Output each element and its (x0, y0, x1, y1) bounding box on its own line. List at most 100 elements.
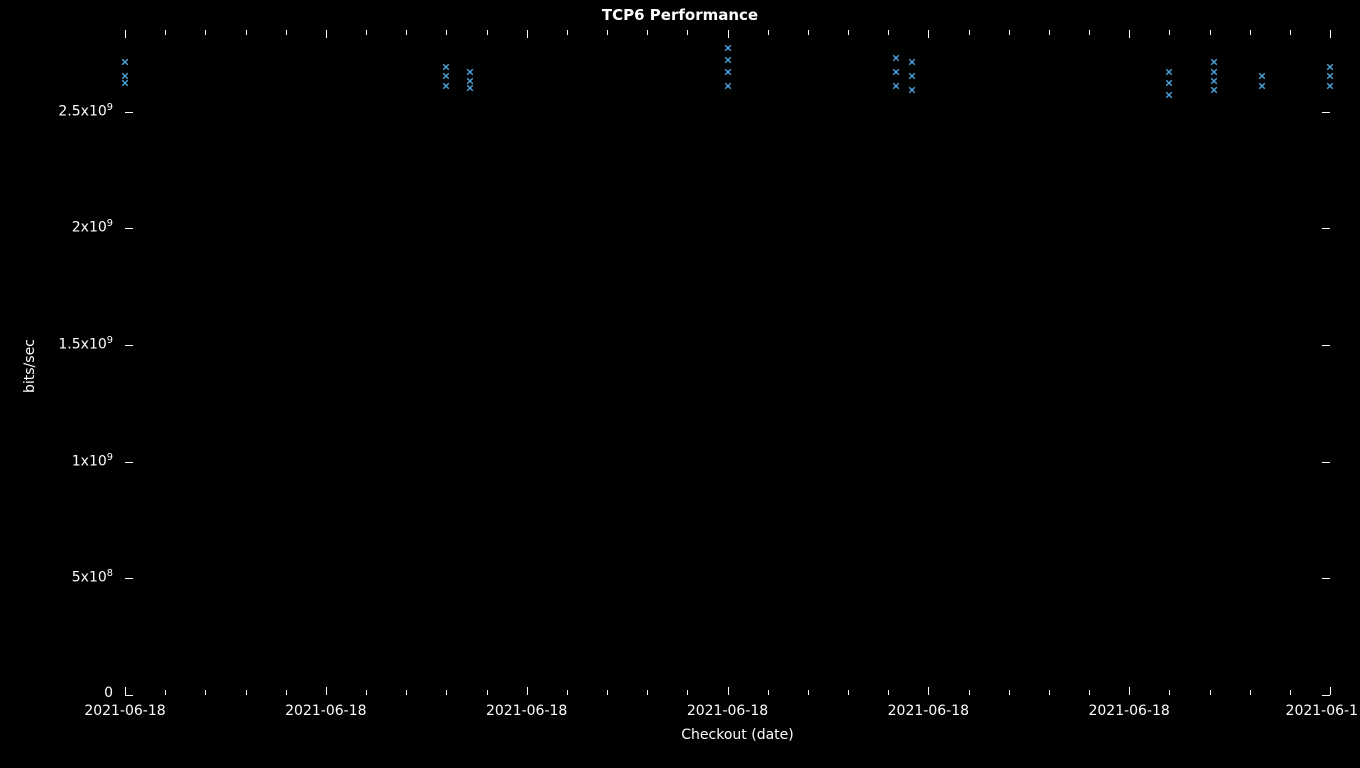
x-minor-tick (1169, 690, 1170, 695)
x-minor-tick (1250, 30, 1251, 35)
x-minor-tick (607, 30, 608, 35)
y-tick-label: 1x109 (72, 452, 113, 470)
x-minor-tick (808, 690, 809, 695)
x-minor-tick (446, 690, 447, 695)
x-minor-tick (888, 690, 889, 695)
y-tick (125, 695, 133, 696)
data-point (724, 74, 731, 93)
x-minor-tick (808, 30, 809, 35)
data-point (1327, 74, 1334, 93)
x-major-tick (1330, 30, 1331, 38)
x-major-tick (1330, 687, 1331, 695)
y-tick-label: 1.5x109 (58, 335, 113, 353)
x-minor-tick (969, 30, 970, 35)
x-minor-tick (1210, 30, 1211, 35)
x-minor-tick (1049, 30, 1050, 35)
x-minor-tick (286, 30, 287, 35)
x-minor-tick (647, 30, 648, 35)
x-tick-label: 2021-06-18 (1074, 703, 1184, 719)
plot-area (125, 30, 1330, 695)
data-point (893, 74, 900, 93)
x-minor-tick (366, 30, 367, 35)
x-major-tick (125, 687, 126, 695)
x-minor-tick (366, 690, 367, 695)
tcp6-performance-chart: TCP6 Performance bits/sec Checkout (date… (0, 0, 1360, 768)
data-point (1258, 74, 1265, 93)
x-minor-tick (205, 690, 206, 695)
y-axis-label: bits/sec (22, 339, 38, 393)
x-tick-label: 2021-06-1 (1248, 703, 1358, 719)
x-minor-tick (406, 30, 407, 35)
x-axis-label: Checkout (date) (658, 727, 818, 743)
chart-title: TCP6 Performance (0, 6, 1360, 24)
x-minor-tick (1290, 690, 1291, 695)
y-tick-label: 2.5x109 (58, 102, 113, 120)
x-minor-tick (406, 690, 407, 695)
y-tick-label: 0 (104, 685, 113, 701)
x-major-tick (928, 687, 929, 695)
data-point (122, 72, 129, 91)
y-tick (125, 462, 133, 463)
x-minor-tick (446, 30, 447, 35)
data-point (467, 77, 474, 96)
y-tick-label: 5x108 (72, 568, 113, 586)
x-minor-tick (768, 30, 769, 35)
x-minor-tick (1210, 690, 1211, 695)
data-point (1166, 84, 1173, 103)
x-major-tick (527, 30, 528, 38)
x-minor-tick (607, 690, 608, 695)
y-tick-label: 2x109 (72, 218, 113, 236)
x-minor-tick (1009, 690, 1010, 695)
x-minor-tick (1290, 30, 1291, 35)
x-minor-tick (1250, 690, 1251, 695)
x-minor-tick (888, 30, 889, 35)
x-major-tick (326, 687, 327, 695)
y-tick (1322, 578, 1330, 579)
x-major-tick (928, 30, 929, 38)
x-minor-tick (1089, 30, 1090, 35)
x-tick-label: 2021-06-18 (873, 703, 983, 719)
x-tick-label: 2021-06-18 (70, 703, 180, 719)
y-tick (1322, 462, 1330, 463)
y-tick (1322, 345, 1330, 346)
data-point (1210, 79, 1217, 98)
x-minor-tick (768, 690, 769, 695)
x-minor-tick (567, 690, 568, 695)
x-tick-label: 2021-06-18 (271, 703, 381, 719)
x-minor-tick (246, 690, 247, 695)
x-tick-label: 2021-06-18 (673, 703, 783, 719)
x-minor-tick (1089, 690, 1090, 695)
x-minor-tick (687, 30, 688, 35)
x-minor-tick (487, 690, 488, 695)
x-major-tick (125, 30, 126, 38)
data-point (909, 79, 916, 98)
x-minor-tick (205, 30, 206, 35)
y-tick (125, 578, 133, 579)
x-minor-tick (1009, 30, 1010, 35)
x-minor-tick (1169, 30, 1170, 35)
y-tick (1322, 112, 1330, 113)
x-minor-tick (246, 30, 247, 35)
y-tick (1322, 695, 1330, 696)
x-minor-tick (1049, 690, 1050, 695)
x-major-tick (1129, 30, 1130, 38)
x-tick-label: 2021-06-18 (472, 703, 582, 719)
x-major-tick (326, 30, 327, 38)
x-minor-tick (165, 30, 166, 35)
x-minor-tick (848, 690, 849, 695)
x-minor-tick (969, 690, 970, 695)
data-point (443, 74, 450, 93)
x-minor-tick (165, 690, 166, 695)
x-major-tick (527, 687, 528, 695)
y-tick (125, 112, 133, 113)
y-tick (1322, 228, 1330, 229)
x-minor-tick (848, 30, 849, 35)
x-minor-tick (567, 30, 568, 35)
x-minor-tick (286, 690, 287, 695)
x-major-tick (728, 687, 729, 695)
y-tick (125, 345, 133, 346)
x-minor-tick (687, 690, 688, 695)
x-major-tick (1129, 687, 1130, 695)
x-minor-tick (647, 690, 648, 695)
y-tick (125, 228, 133, 229)
